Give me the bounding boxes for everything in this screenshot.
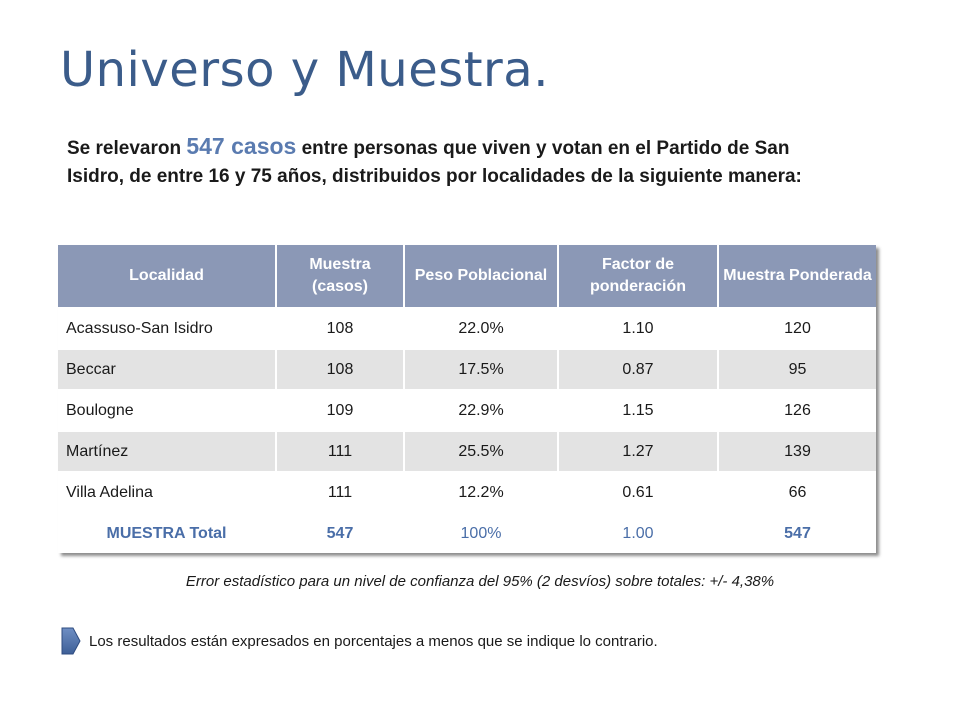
header-peso-poblacional: Peso Poblacional xyxy=(404,245,559,308)
intro-text-post: entre personas que viven y votan en el P… xyxy=(67,138,802,187)
cell-factor: 0.87 xyxy=(558,348,719,390)
cell-localidad: Villa Adelina xyxy=(58,471,277,513)
cell-muestra: 108 xyxy=(276,307,405,349)
cell-ponderada: 66 xyxy=(718,471,876,513)
cell-ponderada: 95 xyxy=(718,348,876,390)
cell-factor: 0.61 xyxy=(558,471,719,513)
cell-localidad: Beccar xyxy=(58,348,277,390)
cell-muestra: 111 xyxy=(276,471,405,513)
total-label: MUESTRA Total xyxy=(58,512,277,553)
cell-localidad: Acassuso-San Isidro xyxy=(58,307,277,349)
header-factor-ponderacion: Factor de ponderación xyxy=(558,245,719,308)
cell-factor: 1.27 xyxy=(558,430,719,472)
cell-peso: 25.5% xyxy=(404,430,559,472)
cell-muestra: 109 xyxy=(276,389,405,431)
footer-note-text: Los resultados están expresados en porce… xyxy=(89,632,658,650)
cell-muestra: 111 xyxy=(276,430,405,472)
cell-peso: 22.9% xyxy=(404,389,559,431)
sample-table: Localidad Muestra (casos) Peso Poblacion… xyxy=(58,245,876,553)
table-header-row: Localidad Muestra (casos) Peso Poblacion… xyxy=(58,245,876,308)
cell-ponderada: 126 xyxy=(718,389,876,431)
cell-peso: 17.5% xyxy=(404,348,559,390)
total-muestra: 547 xyxy=(276,512,405,553)
total-peso: 100% xyxy=(404,512,559,553)
table-row: Martínez 111 25.5% 1.27 139 xyxy=(58,430,876,472)
header-localidad: Localidad xyxy=(58,245,277,308)
table-row: Boulogne 109 22.9% 1.15 126 xyxy=(58,389,876,431)
arrow-right-icon xyxy=(61,627,81,655)
error-note: Error estadístico para un nivel de confi… xyxy=(185,573,775,590)
table-row: Beccar 108 17.5% 0.87 95 xyxy=(58,348,876,390)
cell-localidad: Martínez xyxy=(58,430,277,472)
header-muestra-ponderada: Muestra Ponderada xyxy=(718,245,876,308)
intro-paragraph: Se relevaron 547 casos entre personas qu… xyxy=(67,132,827,191)
cell-ponderada: 139 xyxy=(718,430,876,472)
slide-title: Universo y Muestra. xyxy=(60,42,549,98)
table-row: Acassuso-San Isidro 108 22.0% 1.10 120 xyxy=(58,307,876,349)
header-muestra-casos: Muestra (casos) xyxy=(276,245,405,308)
table-row: Villa Adelina 111 12.2% 0.61 66 xyxy=(58,471,876,513)
table-total-row: MUESTRA Total 547 100% 1.00 547 xyxy=(58,512,876,553)
cell-peso: 22.0% xyxy=(404,307,559,349)
intro-text-pre: Se relevaron xyxy=(67,138,187,159)
cell-factor: 1.10 xyxy=(558,307,719,349)
total-ponderada: 547 xyxy=(718,512,876,553)
cell-ponderada: 120 xyxy=(718,307,876,349)
footer-note: Los resultados están expresados en porce… xyxy=(61,626,658,656)
cell-factor: 1.15 xyxy=(558,389,719,431)
total-factor: 1.00 xyxy=(558,512,719,553)
cell-muestra: 108 xyxy=(276,348,405,390)
cell-peso: 12.2% xyxy=(404,471,559,513)
cell-localidad: Boulogne xyxy=(58,389,277,431)
intro-highlight-count: 547 casos xyxy=(186,133,297,159)
